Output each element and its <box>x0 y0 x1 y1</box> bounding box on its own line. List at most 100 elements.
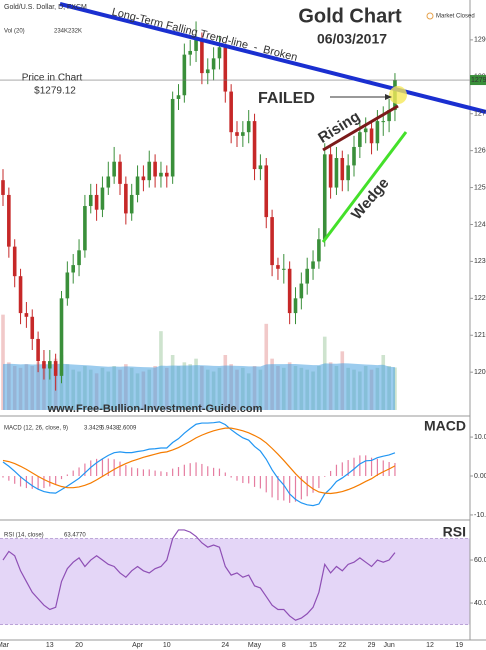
candle-body <box>381 121 386 123</box>
histogram-bar <box>253 476 256 487</box>
y-tick-label: -10.0000 <box>474 512 486 519</box>
x-tick-label: 22 <box>338 642 346 649</box>
highlight-circle <box>389 86 407 104</box>
histogram-bar <box>359 455 361 477</box>
candle-body <box>252 121 257 170</box>
y-tick-label: 1210.00 <box>474 332 486 339</box>
candle-body <box>165 172 169 177</box>
instrument-title: Gold/U.S. Dollar, D, FXCM <box>4 4 87 11</box>
candle-body <box>7 194 11 247</box>
candle-body <box>223 47 228 92</box>
plot-area <box>0 21 470 625</box>
arrow-head <box>385 94 392 100</box>
histogram-bar <box>43 476 45 489</box>
macd-legend-value: 5.9438 <box>101 426 120 432</box>
histogram-bar <box>300 476 302 500</box>
candle-body <box>88 194 93 207</box>
histogram-bar <box>37 476 39 489</box>
status-icon <box>426 12 434 20</box>
candle-body <box>235 132 239 136</box>
histogram-bar <box>60 476 63 480</box>
histogram-bar <box>330 470 332 477</box>
candle-body <box>147 161 152 181</box>
histogram-bar <box>107 458 109 477</box>
market-status: Market Closed <box>436 14 475 20</box>
histogram-bar <box>72 470 74 477</box>
series-line <box>2 427 396 495</box>
y-tick-label: 1250.00 <box>474 184 486 191</box>
volume-bar <box>1 314 5 410</box>
chart-date: 06/03/2017 <box>317 31 387 47</box>
candle-body <box>287 268 292 314</box>
histogram-bar <box>8 476 10 481</box>
histogram-bar <box>289 476 291 503</box>
x-tick-label: 15 <box>309 642 317 649</box>
y-tick-label: 1270.00 <box>474 111 486 118</box>
y-tick-label: 40.0000 <box>474 600 486 607</box>
histogram-bar <box>236 476 238 481</box>
histogram-bar <box>66 474 68 477</box>
histogram-bar <box>14 476 16 484</box>
histogram-bar <box>271 476 273 498</box>
macd-legend-value: 3.3429 <box>84 426 103 432</box>
histogram-bar <box>96 458 98 477</box>
histogram-bar <box>370 457 373 477</box>
candle-body <box>311 261 315 269</box>
series-line <box>2 529 396 621</box>
candle-body <box>65 272 70 299</box>
histogram-bar <box>160 471 162 477</box>
volume-legend-value: 234K <box>54 29 68 35</box>
candle-body <box>12 246 17 277</box>
histogram-bar <box>201 463 203 477</box>
price-note: Price in Chart <box>22 73 83 84</box>
candle-body <box>205 69 210 74</box>
volume-legend-name: Vol (20) <box>4 29 25 35</box>
candle-body <box>241 132 245 136</box>
failed-label: FAILED <box>258 90 315 107</box>
histogram-bar <box>131 467 133 477</box>
candle-body <box>352 146 356 166</box>
candle-body <box>129 194 134 214</box>
x-tick-label: 10 <box>163 642 171 649</box>
histogram-bar <box>394 462 396 477</box>
candle-body <box>124 183 128 214</box>
volume-legend-value: 232K <box>68 29 82 35</box>
last-price-box <box>470 75 486 86</box>
candle-body <box>1 180 5 195</box>
histogram-bar <box>242 476 244 484</box>
histogram-bar <box>148 469 150 477</box>
x-tick-label: 24 <box>221 642 229 649</box>
trend-line <box>59 2 486 114</box>
histogram-bar <box>136 468 139 477</box>
y-tick-label: 1290.00 <box>474 37 486 44</box>
candle-body <box>135 176 140 195</box>
histogram-bar <box>166 472 168 477</box>
histogram-bar <box>335 464 338 477</box>
histogram-bar <box>31 476 33 489</box>
candle-body <box>100 187 105 210</box>
histogram-bar <box>84 463 86 477</box>
candle-body <box>369 128 374 144</box>
candle-body <box>42 361 46 369</box>
x-tick-label: Mar <box>0 642 10 649</box>
y-tick-label: 10.0000 <box>474 434 486 441</box>
website: www.Free-Bullion-Investment-Guide.com <box>47 403 263 415</box>
series-line <box>2 421 396 507</box>
macd-panel-label: MACD <box>424 418 466 434</box>
histogram-bar <box>324 476 326 477</box>
histogram-bar <box>101 458 104 477</box>
rsi-panel-label: RSI <box>443 524 466 540</box>
histogram-bar <box>382 460 384 477</box>
candle-body <box>358 132 362 147</box>
histogram-bar <box>2 476 4 478</box>
x-tick-label: 13 <box>46 642 54 649</box>
histogram-bar <box>154 470 156 477</box>
histogram-bar <box>306 476 308 497</box>
candle-body <box>170 98 175 177</box>
histogram-bar <box>119 461 121 477</box>
candle-body <box>118 161 122 184</box>
rsi-legend-name: RSI (14, close) <box>4 533 44 539</box>
candle-body <box>141 176 146 181</box>
histogram-bar <box>318 476 320 489</box>
candle-body <box>53 361 58 376</box>
